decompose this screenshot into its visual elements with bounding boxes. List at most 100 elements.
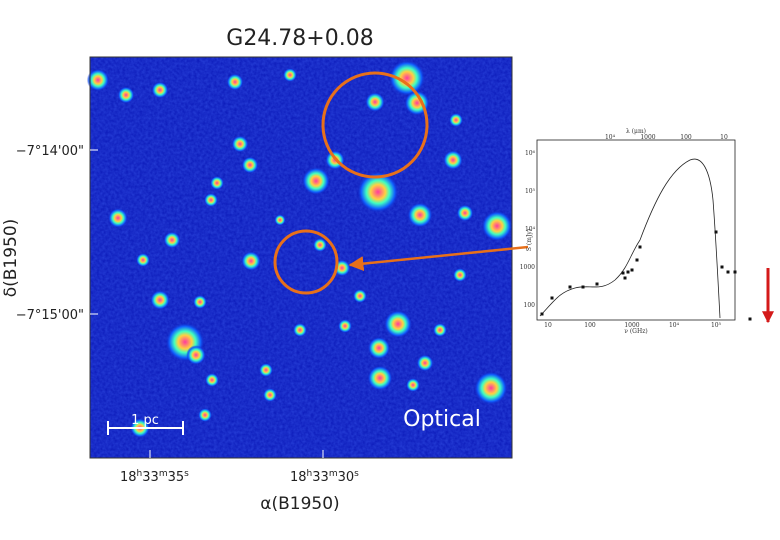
sed-model [539,158,721,319]
x-tick-part: 33 [142,470,159,485]
region-circle [273,229,339,295]
x-tick-part: s [354,469,359,479]
star [406,378,420,392]
sed-point [630,268,634,272]
sed-point [720,265,724,269]
sed-point [540,312,544,316]
scale-bar-label: 1 pc [131,413,159,428]
inset-bg [528,128,738,333]
sed-point [621,271,625,275]
inset-tick: 10⁴ [669,322,680,329]
inset-bottom-label: ν (GHz) [624,328,647,335]
sed-point [733,270,737,274]
sed-point [550,296,554,300]
x-tick: 18h33m35s [120,469,189,485]
star [263,388,277,402]
star [231,135,249,153]
star [293,323,307,337]
star [205,373,219,387]
star [163,231,181,249]
star [108,208,128,228]
inset-tick: 1000 [520,264,535,271]
sed-point [635,258,639,262]
star [338,319,352,333]
star [481,210,513,242]
x-tick-part: s [184,469,189,479]
sed-point [714,230,718,234]
y-tick: −7°14'00" [16,144,84,159]
sed-point [568,285,572,289]
star [136,253,150,267]
inset-frame [536,139,736,321]
star [367,365,393,391]
sed-point [748,317,752,321]
sed-inset: λ (μm) ν (GHz) S (mJy) 10⁴ 1000 100 10 10⁶ 10… [520,128,752,335]
sed-points [540,230,752,321]
sed-point [581,285,585,289]
star [453,268,467,282]
inset-tick: 1000 [640,134,655,141]
x-tick-part: 18 [120,470,137,485]
x-tick-part: 35 [168,470,185,485]
title: G24.78+0.08 [226,26,373,51]
image-noise [90,57,512,458]
star [117,86,135,104]
star [313,238,327,252]
inset-tick: 100 [524,302,536,309]
inset-ticks: 10⁴ 1000 100 10 10⁶ 10⁵ 10⁴ 1000 100 10 100 1000 10⁴… [520,134,728,329]
star [241,251,261,271]
sed-point [638,245,642,249]
star [367,336,391,360]
inset-tick: 100 [680,134,692,141]
star [456,204,474,222]
star [226,73,244,91]
star [151,81,169,99]
star [443,150,463,170]
region-circle [321,71,429,179]
star [474,371,508,405]
star [198,408,212,422]
inset-top-label: λ (μm) [626,128,646,135]
star [388,59,426,97]
inset-left-label: S (mJy) [526,229,533,251]
inset-tick: 100 [584,322,596,329]
inset-tick: 10 [544,322,552,329]
inset-tick: 10⁶ [525,150,536,157]
star [204,193,218,207]
star [449,113,463,127]
inset-tick: 10 [720,134,728,141]
x-tick-part: h [307,469,313,479]
x-tick-part: m [159,469,168,479]
star [210,176,224,190]
star [283,68,297,82]
star [357,171,399,213]
x-tick-part: 18 [290,470,307,485]
star [302,167,330,195]
inset-tick: 10⁴ [525,226,536,233]
x-tick-part: 30 [338,470,355,485]
y-label: δ(B1950) [1,219,21,298]
star [353,289,367,303]
inset-tick: 10⁵ [711,322,722,329]
inset-tick: 1000 [624,322,639,329]
x-label: α(B1950) [260,494,339,514]
sed-point [626,270,630,274]
sed-point [623,276,627,280]
x-tick-part: 33 [312,470,329,485]
star [241,156,259,174]
stars [86,59,513,438]
x-tick-part: m [329,469,338,479]
star [365,92,385,112]
star [416,354,434,372]
star [86,68,110,92]
x-tick: 18h33m30s [290,469,359,485]
sed-point [595,282,599,286]
star [193,295,207,309]
inset-tick: 10⁵ [525,188,536,195]
star [407,202,433,228]
star [384,310,412,338]
pointer-arrow [348,243,549,272]
sed-point [726,270,730,274]
star [186,345,206,365]
